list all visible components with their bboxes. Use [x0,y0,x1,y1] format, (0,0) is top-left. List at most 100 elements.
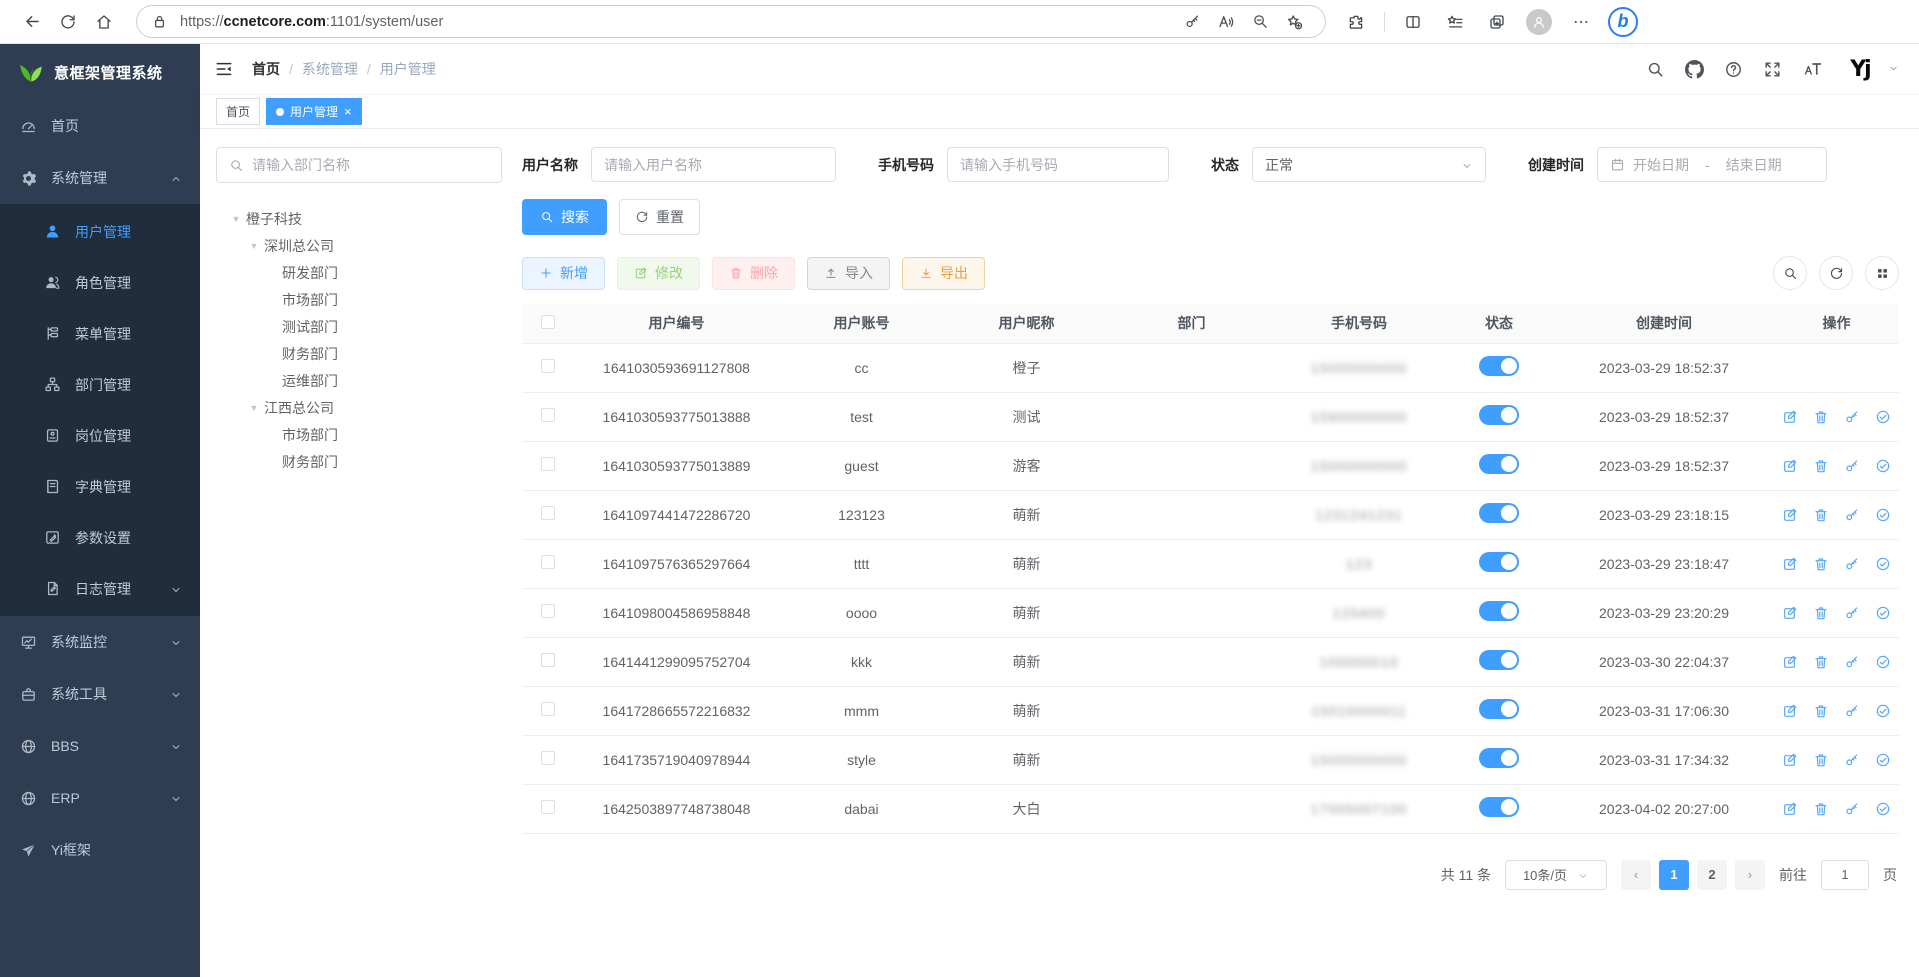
zoom-out-icon[interactable] [1243,7,1277,37]
tree-node-市场部门[interactable]: 市场部门 [216,286,502,313]
tree-node-运维部门[interactable]: 运维部门 [216,367,502,394]
row-delete-button[interactable] [1813,457,1829,474]
row-delete-button[interactable] [1813,408,1829,425]
status-toggle[interactable] [1479,797,1519,817]
status-toggle[interactable] [1479,454,1519,474]
row-reset-password-button[interactable] [1844,653,1860,670]
avatar-caret-icon[interactable] [1888,60,1899,78]
help-icon[interactable] [1724,60,1743,79]
import-button[interactable]: 导入 [807,256,890,290]
row-reset-password-button[interactable] [1844,555,1860,572]
row-delete-button[interactable] [1813,555,1829,572]
collections-button[interactable] [1479,5,1515,39]
sidebar-item-tool[interactable]: 系统工具 [0,668,200,720]
browser-back-button[interactable] [14,5,50,39]
row-delete-button[interactable] [1813,751,1829,768]
dept-search-input[interactable]: 请输入部门名称 [216,147,502,183]
sidebar-item-dept[interactable]: 部门管理 [0,359,200,410]
status-toggle[interactable] [1479,356,1519,376]
phone-input[interactable]: 请输入手机号码 [947,147,1169,182]
row-checkbox[interactable] [541,555,555,569]
row-edit-button[interactable] [1782,555,1798,572]
column-settings-button[interactable] [1865,256,1899,290]
row-reset-password-button[interactable] [1844,506,1860,523]
tree-node-财务部门[interactable]: 财务部门 [216,448,502,475]
row-reset-password-button[interactable] [1844,408,1860,425]
fullscreen-icon[interactable] [1763,60,1782,79]
row-checkbox[interactable] [541,751,555,765]
tree-expand-icon[interactable]: ▼ [249,240,259,251]
sidebar-item-bbs[interactable]: BBS [0,720,200,772]
sidebar-item-role[interactable]: 角色管理 [0,257,200,308]
row-checkbox[interactable] [541,506,555,520]
table-refresh-button[interactable] [1819,256,1853,290]
row-checkbox[interactable] [541,702,555,716]
user-name-input[interactable]: 请输入用户名称 [591,147,836,182]
reset-button[interactable]: 重置 [619,199,700,235]
browser-profile-avatar[interactable] [1521,5,1557,39]
password-key-icon[interactable] [1175,7,1209,37]
close-icon[interactable]: × [344,104,352,119]
row-reset-password-button[interactable] [1844,800,1860,817]
row-checkbox[interactable] [541,408,555,422]
status-toggle[interactable] [1479,552,1519,572]
favorite-add-icon[interactable] [1277,7,1311,37]
add-button[interactable]: 新增 [522,256,605,290]
tree-node-测试部门[interactable]: 测试部门 [216,313,502,340]
sidebar-item-monitor[interactable]: 系统监控 [0,616,200,668]
sidebar-item-yi[interactable]: Yi框架 [0,824,200,876]
status-toggle[interactable] [1479,650,1519,670]
row-assign-role-button[interactable] [1875,408,1891,425]
page-size-select[interactable]: 10条/页 [1505,859,1607,890]
row-assign-role-button[interactable] [1875,702,1891,719]
bing-chat-button[interactable]: b [1605,5,1641,39]
row-assign-role-button[interactable] [1875,555,1891,572]
row-assign-role-button[interactable] [1875,653,1891,670]
address-bar[interactable]: https://ccnetcore.com:1101/system/user [136,5,1326,38]
table-search-toggle-button[interactable] [1773,256,1807,290]
sidebar-collapse-button[interactable] [214,59,234,79]
split-screen-button[interactable] [1395,5,1431,39]
breadcrumb-item[interactable]: 首页 [252,61,280,77]
row-edit-button[interactable] [1782,751,1798,768]
breadcrumb-item[interactable]: 用户管理 [379,61,436,77]
row-reset-password-button[interactable] [1844,604,1860,621]
row-delete-button[interactable] [1813,604,1829,621]
row-edit-button[interactable] [1782,653,1798,670]
read-aloud-icon[interactable] [1209,7,1243,37]
select-all-checkbox[interactable] [541,314,555,329]
sidebar-item-param[interactable]: 参数设置 [0,512,200,563]
header-search-icon[interactable] [1646,60,1665,79]
tree-expand-icon[interactable]: ▼ [231,213,241,224]
row-reset-password-button[interactable] [1844,751,1860,768]
tree-node-研发部门[interactable]: 研发部门 [216,259,502,286]
tree-node-市场部门[interactable]: 市场部门 [216,421,502,448]
row-delete-button[interactable] [1813,653,1829,670]
status-toggle[interactable] [1479,405,1519,425]
favorites-bar-button[interactable] [1437,5,1473,39]
row-assign-role-button[interactable] [1875,604,1891,621]
row-checkbox[interactable] [541,800,555,814]
export-button[interactable]: 导出 [902,256,985,290]
status-toggle[interactable] [1479,503,1519,523]
sidebar-item-log[interactable]: 日志管理 [0,563,200,614]
sidebar-item-post[interactable]: 岗位管理 [0,410,200,461]
row-edit-button[interactable] [1782,702,1798,719]
edit-button[interactable]: 修改 [617,256,700,290]
sidebar-item-user[interactable]: 用户管理 [0,206,200,257]
row-assign-role-button[interactable] [1875,506,1891,523]
row-reset-password-button[interactable] [1844,457,1860,474]
status-toggle[interactable] [1479,748,1519,768]
row-edit-button[interactable] [1782,408,1798,425]
row-delete-button[interactable] [1813,702,1829,719]
user-avatar[interactable]: Yj [1850,56,1871,82]
font-size-icon[interactable] [1802,59,1824,79]
row-reset-password-button[interactable] [1844,702,1860,719]
sidebar-item-erp[interactable]: ERP [0,772,200,824]
tab-首页[interactable]: 首页 [216,98,261,125]
sidebar-item-dict[interactable]: 字典管理 [0,461,200,512]
row-assign-role-button[interactable] [1875,457,1891,474]
row-checkbox[interactable] [541,653,555,667]
github-icon[interactable] [1685,60,1704,79]
row-delete-button[interactable] [1813,506,1829,523]
